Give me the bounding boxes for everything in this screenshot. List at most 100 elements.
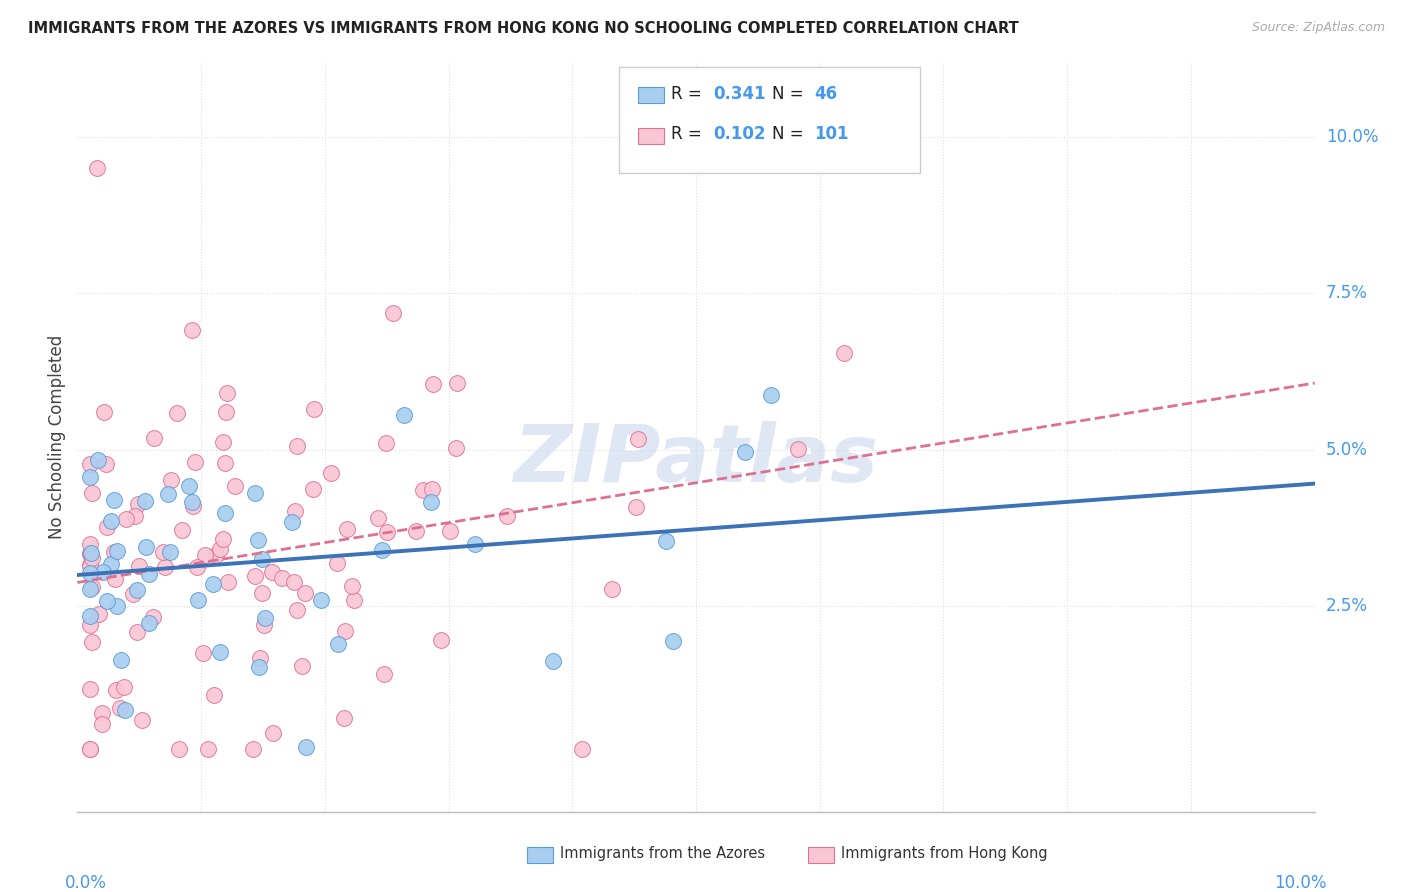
Point (495, 508, 517, 523)
Point (110, 701, 132, 715)
Point (104, 683, 127, 698)
Text: 101: 101 (814, 125, 849, 143)
Text: IMMIGRANTS FROM THE AZORES VS IMMIGRANTS FROM HONG KONG NO SCHOOLING COMPLETED C: IMMIGRANTS FROM THE AZORES VS IMMIGRANTS… (28, 21, 1019, 36)
Point (371, 542, 394, 557)
Point (253, 618, 276, 632)
Point (626, 500, 648, 514)
Point (79, 548, 101, 562)
Point (103, 545, 125, 559)
Point (79, 537, 101, 551)
Point (194, 548, 217, 562)
Point (373, 666, 395, 681)
Point (343, 592, 366, 607)
Text: R =: R = (671, 85, 707, 103)
Point (112, 680, 135, 694)
Point (217, 386, 239, 401)
Point (181, 499, 204, 513)
Point (79, 682, 101, 697)
Point (160, 473, 183, 487)
Point (420, 495, 443, 509)
Point (124, 508, 146, 523)
Point (187, 593, 209, 607)
Point (127, 625, 149, 640)
Point (82, 550, 104, 565)
Point (243, 486, 266, 500)
Point (115, 512, 138, 526)
Point (759, 388, 782, 402)
Point (247, 660, 270, 674)
Point (394, 408, 416, 422)
Point (153, 560, 176, 574)
Point (446, 376, 468, 390)
Text: Source: ZipAtlas.com: Source: ZipAtlas.com (1251, 21, 1385, 34)
Point (283, 575, 305, 590)
Point (79, 618, 101, 632)
Point (405, 524, 427, 538)
Point (627, 432, 650, 446)
Point (94, 458, 117, 472)
Text: 10.0%: 10.0% (1326, 128, 1378, 146)
Point (541, 654, 564, 668)
Point (249, 651, 271, 665)
Point (159, 545, 181, 559)
Point (252, 552, 274, 566)
Point (79, 742, 101, 756)
Point (214, 506, 236, 520)
Point (82, 581, 104, 595)
Point (247, 533, 270, 547)
Point (655, 534, 678, 549)
Point (336, 522, 359, 536)
Point (375, 524, 398, 539)
Point (142, 609, 165, 624)
Point (326, 637, 349, 651)
Point (224, 479, 246, 493)
Text: Immigrants from the Azores: Immigrants from the Azores (560, 847, 765, 861)
Point (302, 482, 325, 496)
Point (294, 585, 316, 599)
Text: N =: N = (772, 85, 808, 103)
Point (79, 566, 101, 581)
Point (138, 566, 160, 581)
Point (205, 548, 228, 562)
Y-axis label: No Schooling Completed: No Schooling Completed (48, 335, 66, 539)
Point (127, 497, 149, 511)
Point (326, 556, 349, 570)
Point (571, 742, 593, 756)
Point (332, 711, 354, 725)
Point (86, 452, 108, 467)
Point (86, 161, 108, 175)
Text: 7.5%: 7.5% (1326, 285, 1368, 302)
Point (79, 608, 101, 623)
Point (294, 740, 316, 755)
Point (209, 542, 232, 557)
Point (180, 323, 202, 337)
Point (169, 742, 191, 756)
Point (420, 483, 443, 497)
Point (82, 486, 104, 500)
Point (135, 540, 157, 554)
Point (464, 537, 486, 551)
Point (439, 524, 461, 538)
Point (191, 646, 214, 660)
Text: 0.0%: 0.0% (65, 874, 107, 892)
Text: Immigrants from Hong Kong: Immigrants from Hong Kong (841, 847, 1047, 861)
Point (96, 594, 118, 608)
Point (121, 587, 143, 601)
Point (91, 706, 114, 720)
Point (209, 645, 232, 659)
Point (79, 546, 101, 560)
Point (152, 545, 174, 559)
Point (284, 504, 307, 518)
Point (285, 439, 308, 453)
Point (734, 445, 756, 459)
Point (186, 559, 208, 574)
Point (197, 742, 219, 756)
Point (309, 592, 332, 607)
Point (243, 569, 266, 583)
Point (342, 578, 364, 592)
Point (166, 406, 188, 420)
Point (662, 633, 685, 648)
Point (217, 575, 239, 590)
Point (79, 558, 101, 572)
Point (832, 346, 855, 360)
